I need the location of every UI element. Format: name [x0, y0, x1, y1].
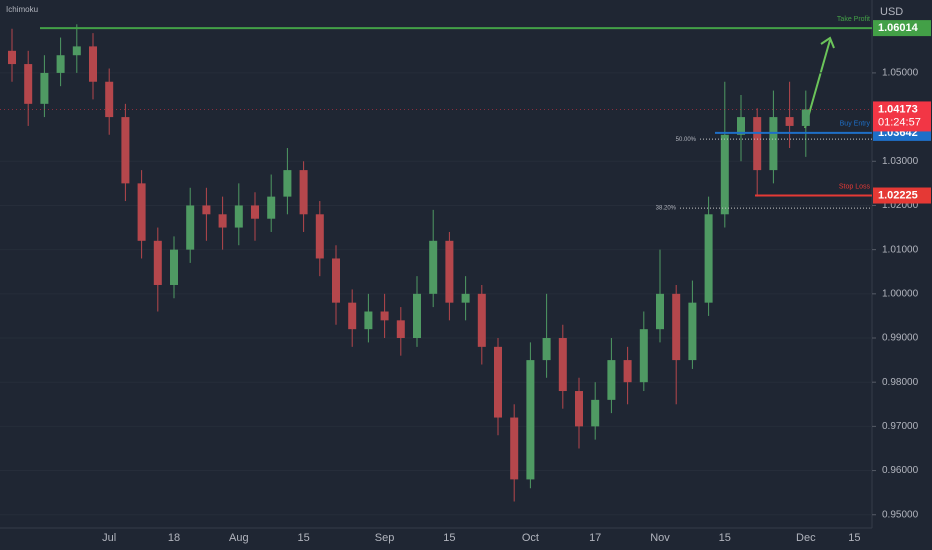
candle-body [526, 360, 535, 480]
price-tag [873, 20, 931, 37]
y-tick-label: 1.02000 [882, 200, 919, 211]
candle-body [56, 55, 65, 73]
fib-label: 38.20% [656, 206, 677, 212]
candle-body [769, 117, 778, 171]
x-tick-label: 15 [719, 532, 731, 544]
candle-body [105, 81, 114, 118]
candle-body [639, 329, 648, 383]
price-tag-label: 1.02225 [878, 189, 918, 201]
y-tick-label: 1.05000 [882, 68, 919, 79]
candle-body [607, 360, 616, 400]
candle-body [656, 293, 664, 330]
candle-body [672, 293, 681, 361]
y-tick-label: 0.98000 [882, 377, 919, 388]
candle-body [704, 214, 713, 303]
candle-body [575, 391, 583, 427]
arrow-head [820, 36, 835, 49]
candle-body [72, 46, 81, 56]
candle-body [510, 417, 519, 480]
candle-body [315, 214, 324, 259]
candle-body [202, 205, 211, 215]
x-tick-label: Oct [522, 532, 539, 544]
x-tick-label: 15 [443, 532, 455, 544]
candle-body [753, 117, 762, 171]
candle-body [591, 399, 600, 427]
x-tick-label: Dec [796, 532, 816, 544]
x-tick-label: Aug [229, 532, 249, 544]
candle-body [364, 311, 373, 330]
candle-body [40, 72, 49, 104]
x-tick-label: 15 [297, 532, 309, 544]
candle-body [234, 205, 243, 228]
y-tick-label: 1.00000 [882, 288, 919, 299]
currency-label: USD [880, 6, 903, 18]
candle-body [218, 214, 227, 228]
candle-body [785, 117, 794, 126]
candle-body [688, 302, 697, 361]
x-tick-label: 18 [168, 532, 180, 544]
candle-body [24, 64, 33, 104]
candle-body [380, 311, 389, 321]
price-tag-label: 1.06014 [878, 22, 919, 34]
candle-body [251, 205, 259, 219]
level-label: Buy Entry [840, 121, 871, 128]
level-label: Stop Loss [839, 183, 871, 190]
candle-body [332, 258, 340, 303]
current-price-label: 1.04173 [878, 103, 918, 115]
y-tick-label: 1.01000 [882, 244, 919, 255]
candle-body [267, 196, 276, 219]
candle-body [89, 46, 97, 82]
candle-body [170, 249, 178, 285]
candle-body [121, 117, 130, 184]
x-tick-label: Nov [650, 532, 670, 544]
y-tick-label: 0.96000 [882, 465, 919, 476]
candle-body [153, 240, 162, 285]
candle-body [542, 338, 551, 361]
candle-body [8, 50, 16, 65]
indicator-name: Ichimoku [6, 5, 38, 14]
y-tick-label: 0.99000 [882, 333, 919, 344]
level-label: Take Profit [837, 16, 870, 23]
countdown-label: 01:24:57 [878, 116, 921, 128]
candle-body [801, 109, 810, 126]
price-tag [873, 187, 931, 204]
candle-body [461, 293, 470, 303]
x-tick-label: Jul [102, 532, 116, 544]
y-tick-label: 0.97000 [882, 421, 919, 432]
candle-body [477, 293, 486, 347]
candle-body [137, 183, 146, 241]
candle-body [186, 205, 195, 250]
current-price-tag [873, 101, 931, 132]
y-tick-label: 0.95000 [882, 509, 919, 520]
candle-body [720, 134, 729, 215]
candle-body [413, 293, 421, 339]
candle-body [348, 302, 357, 330]
candle-body [737, 117, 745, 135]
x-tick-label: Sep [375, 532, 395, 544]
candle-body [623, 360, 632, 383]
candle-body [494, 346, 502, 418]
x-tick-label: 17 [589, 532, 601, 544]
x-tick-label: 15 [848, 532, 860, 544]
candle-body [429, 240, 438, 294]
candle-body [396, 320, 405, 339]
candle-body [558, 338, 567, 392]
fib-label: 50.00% [676, 137, 697, 143]
candle-body [299, 170, 308, 215]
candle-body [283, 170, 292, 197]
y-tick-label: 1.03000 [882, 156, 919, 167]
candle-body [445, 240, 454, 303]
